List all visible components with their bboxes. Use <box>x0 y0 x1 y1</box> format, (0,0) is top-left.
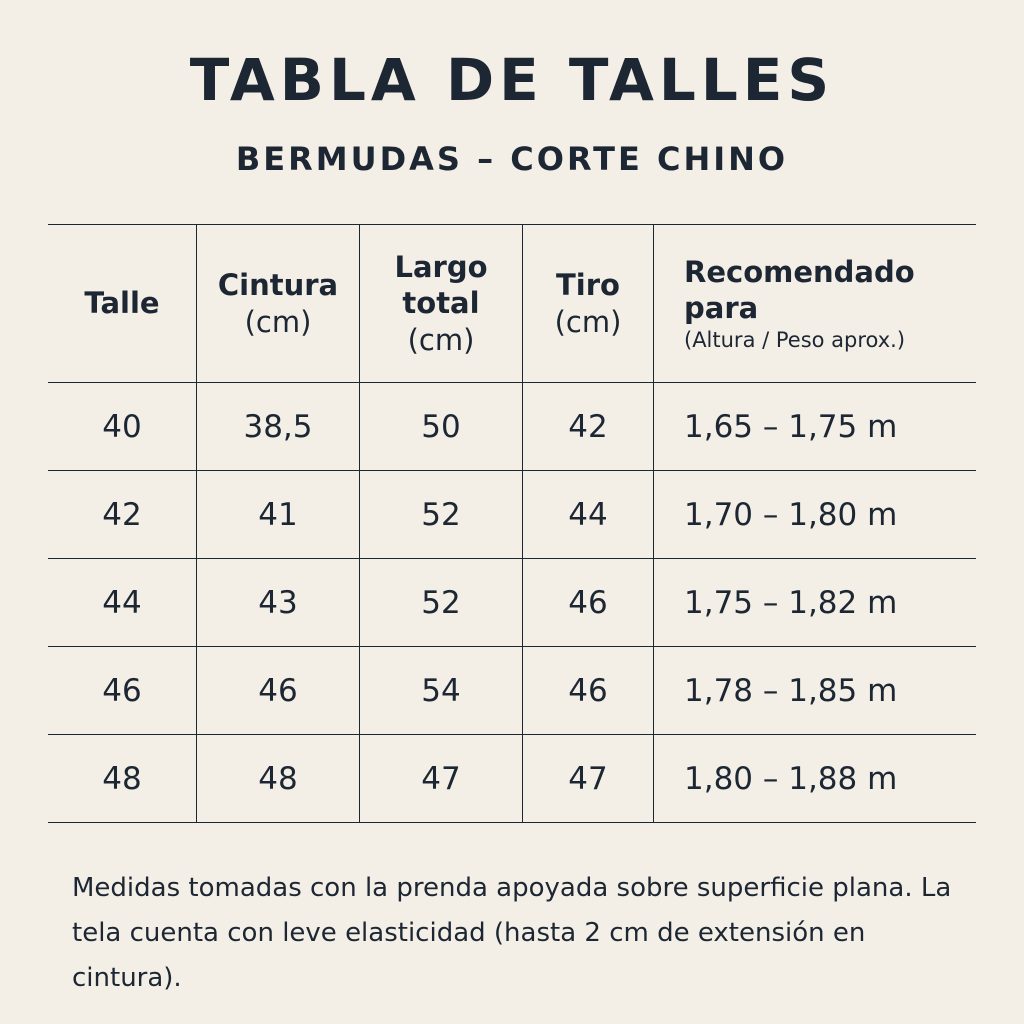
table-cell: 50 <box>359 382 523 471</box>
table-cell: 42 <box>48 470 197 559</box>
table-cell: 41 <box>196 470 360 559</box>
table-cell: 47 <box>359 734 523 823</box>
table-cell: 1,70 – 1,80 m <box>653 470 976 559</box>
page-subtitle: BERMUDAS – CORTE CHINO <box>235 140 789 178</box>
table-cell: 46 <box>196 646 360 735</box>
header-largo: Largo total (cm) <box>359 224 523 383</box>
table-cell: 42 <box>522 382 654 471</box>
table-row: 42 41 52 44 1,70 – 1,80 m <box>48 470 976 559</box>
table-cell: 1,78 – 1,85 m <box>653 646 976 735</box>
table-cell: 1,65 – 1,75 m <box>653 382 976 471</box>
table-row: 48 48 47 47 1,80 – 1,88 m <box>48 734 976 823</box>
table-cell: 46 <box>522 646 654 735</box>
table-row: 40 38,5 50 42 1,65 – 1,75 m <box>48 382 976 471</box>
table-row: 44 43 52 46 1,75 – 1,82 m <box>48 558 976 647</box>
table-cell: 54 <box>359 646 523 735</box>
table-cell: 44 <box>522 470 654 559</box>
table-cell: 1,80 – 1,88 m <box>653 734 976 823</box>
table-cell: 46 <box>48 646 197 735</box>
table-cell: 48 <box>48 734 197 823</box>
table-cell: 38,5 <box>196 382 360 471</box>
size-table: Talle Cintura (cm) Largo total (cm) Tiro (c… <box>48 224 976 823</box>
header-recomendado: Recomendado para (Altura / Peso aprox.) <box>653 224 976 383</box>
table-cell: 1,75 – 1,82 m <box>653 558 976 647</box>
table-row: 46 46 54 46 1,78 – 1,85 m <box>48 646 976 735</box>
table-cell: 52 <box>359 470 523 559</box>
table-cell: 44 <box>48 558 197 647</box>
table-cell: 46 <box>522 558 654 647</box>
header-tiro: Tiro (cm) <box>522 224 654 383</box>
header-cintura: Cintura (cm) <box>196 224 360 383</box>
footnote: Medidas tomadas con la prenda apoyada so… <box>72 873 952 993</box>
page-title: TABLA DE TALLES <box>189 46 835 114</box>
table-cell: 47 <box>522 734 654 823</box>
table-cell: 48 <box>196 734 360 823</box>
table-cell: 43 <box>196 558 360 647</box>
table-cell: 52 <box>359 558 523 647</box>
table-cell: 40 <box>48 382 197 471</box>
header-talle: Talle <box>48 224 197 383</box>
